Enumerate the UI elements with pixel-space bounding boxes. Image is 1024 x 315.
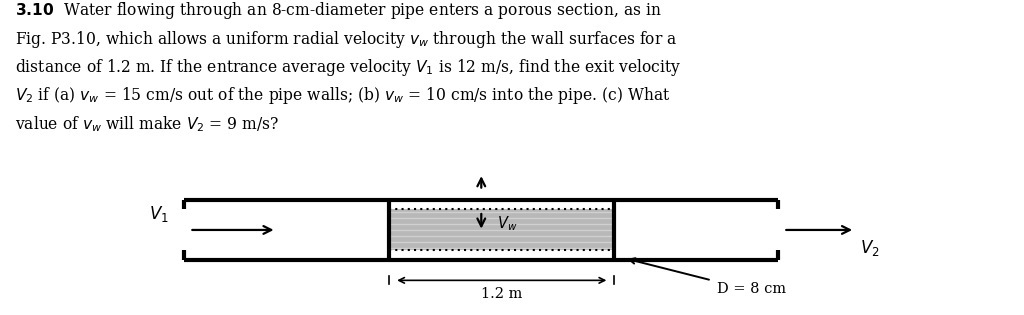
Text: D = 8 cm: D = 8 cm [717,282,786,296]
Bar [389,209,614,250]
Text: $V_w$: $V_w$ [497,214,517,233]
Text: $\mathbf{3.10}$  Water flowing through an 8-cm-diameter pipe enters a porous sec: $\mathbf{3.10}$ Water flowing through an… [15,0,681,134]
Text: $V_1$: $V_1$ [150,204,169,224]
Text: $V_2$: $V_2$ [860,238,880,258]
Text: 1.2 m: 1.2 m [481,287,522,301]
